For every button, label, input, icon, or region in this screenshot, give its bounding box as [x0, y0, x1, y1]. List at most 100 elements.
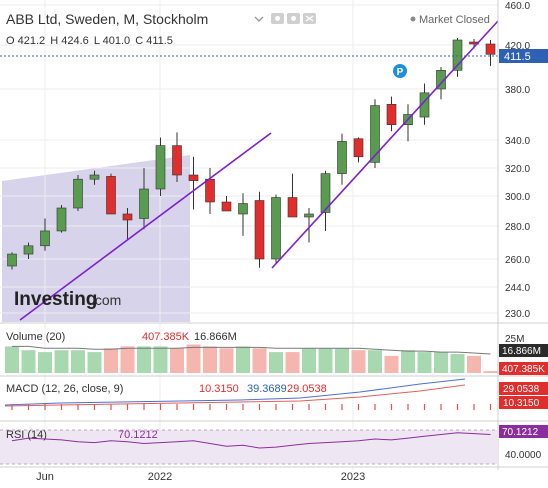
volume-bar	[236, 346, 250, 373]
volume-bar	[285, 352, 300, 373]
volume-ma-tag	[499, 344, 548, 357]
volume-axis: 25M 16.866M 407.385K	[499, 334, 548, 375]
candle	[7, 252, 17, 270]
price-tick-label: 244.0	[505, 283, 530, 294]
svg-text:.com: .com	[91, 292, 121, 308]
trendline-2[interactable]	[271, 20, 499, 269]
volume-bar	[269, 352, 283, 373]
svg-text:29.0538: 29.0538	[503, 384, 540, 395]
x-tick-label: Jun	[36, 471, 54, 483]
close-icon[interactable]	[303, 13, 316, 24]
svg-text:Investing: Investing	[14, 289, 97, 310]
candle-body	[353, 138, 364, 158]
svg-text:RSI (14): RSI (14)	[6, 429, 47, 441]
volume-bar	[71, 350, 85, 373]
candle	[304, 208, 314, 243]
candle-body	[320, 173, 331, 213]
candle-body	[73, 178, 83, 209]
candle	[238, 193, 248, 236]
candle-body	[56, 207, 67, 232]
macd-legend: MACD (12, 26, close, 9) 10.3150 39.3689 …	[6, 383, 327, 395]
price-tick-label: 280.0	[505, 222, 530, 233]
eye-icon[interactable]	[271, 13, 284, 24]
candle	[106, 173, 116, 215]
rsi-value-tag	[499, 425, 548, 438]
candle	[419, 83, 430, 125]
rsi-axis: 70.1212 40.0000	[499, 425, 548, 461]
candle	[452, 38, 463, 77]
price-tick-label: 300.0	[505, 192, 530, 203]
svg-text:407.385K: 407.385K	[502, 364, 545, 375]
candle	[23, 242, 34, 259]
candle	[155, 137, 166, 196]
volume-bar	[54, 350, 69, 373]
macd-signal-tag	[499, 382, 548, 395]
candle-body	[139, 188, 149, 219]
candle-body	[254, 200, 265, 260]
candle-body	[386, 104, 397, 126]
rsi-band	[0, 430, 498, 464]
price-tick-label: 380.0	[505, 85, 530, 96]
gear-icon[interactable]	[287, 13, 300, 24]
candle	[172, 132, 182, 182]
market-status: Market Closed	[410, 14, 490, 26]
volume-bar	[170, 348, 184, 373]
candle	[188, 156, 199, 210]
candle	[271, 194, 281, 263]
price-tick-label: 340.0	[505, 136, 530, 147]
volume-bar	[186, 344, 201, 373]
volume-legend: Volume (20) 407.385K 16.866M	[6, 331, 237, 343]
candle-body	[23, 245, 34, 255]
x-tick-label: 2023	[341, 471, 365, 483]
volume-bar	[483, 371, 498, 373]
volume-value-tag	[499, 362, 548, 375]
candle-body	[238, 203, 248, 215]
macd-line	[4, 378, 466, 406]
candle	[56, 205, 67, 233]
volume-bar	[368, 350, 382, 373]
volume-bar	[318, 348, 333, 373]
svg-text:70.1212: 70.1212	[502, 427, 539, 438]
investing-logo: Investing .com	[14, 289, 121, 310]
chevron-down-icon[interactable]	[254, 16, 264, 22]
svg-text:29.0538: 29.0538	[287, 383, 327, 395]
svg-text:40.0000: 40.0000	[505, 450, 542, 461]
candle	[353, 137, 364, 163]
candle-body	[271, 197, 281, 260]
candle-body	[122, 213, 133, 221]
volume-bar	[335, 348, 349, 373]
volume-bar	[351, 350, 366, 373]
candle-body	[89, 174, 100, 180]
rsi-legend: RSI (14) 70.1212	[6, 429, 158, 441]
candle-body	[205, 178, 215, 203]
svg-text:25M: 25M	[505, 334, 524, 345]
svg-text:70.1212: 70.1212	[118, 429, 158, 441]
volume-bar	[450, 354, 465, 373]
candle	[287, 173, 298, 218]
trendline-1[interactable]	[19, 132, 272, 321]
rsi-line	[11, 432, 491, 449]
candle	[485, 40, 496, 66]
annotation-badge[interactable]: P	[393, 64, 407, 78]
candle	[254, 191, 265, 268]
candle-body	[370, 105, 380, 163]
candle-body	[188, 174, 199, 181]
volume-bar	[401, 350, 415, 373]
volume-bar	[467, 355, 481, 373]
macd-axis: 29.0538 10.3150	[499, 382, 548, 409]
volume-bar	[434, 352, 448, 373]
volume-bar	[87, 352, 102, 373]
candle	[370, 99, 380, 168]
candle-body	[452, 39, 463, 71]
price-axis: 460.0 420.0 380.0 340.0 320.0 300.0 280.0 260.0…	[505, 1, 530, 320]
svg-text:P: P	[397, 67, 404, 78]
candle-body	[40, 230, 50, 247]
candle	[320, 170, 331, 231]
chart-header: ABB Ltd, Sweden, M, Stockholm Market Clo…	[6, 11, 490, 47]
candle-body	[304, 213, 314, 218]
last-price-label: 411.5	[504, 51, 531, 63]
candle	[89, 170, 100, 185]
macd-hist-tag	[499, 396, 548, 409]
candle-body	[436, 70, 446, 90]
